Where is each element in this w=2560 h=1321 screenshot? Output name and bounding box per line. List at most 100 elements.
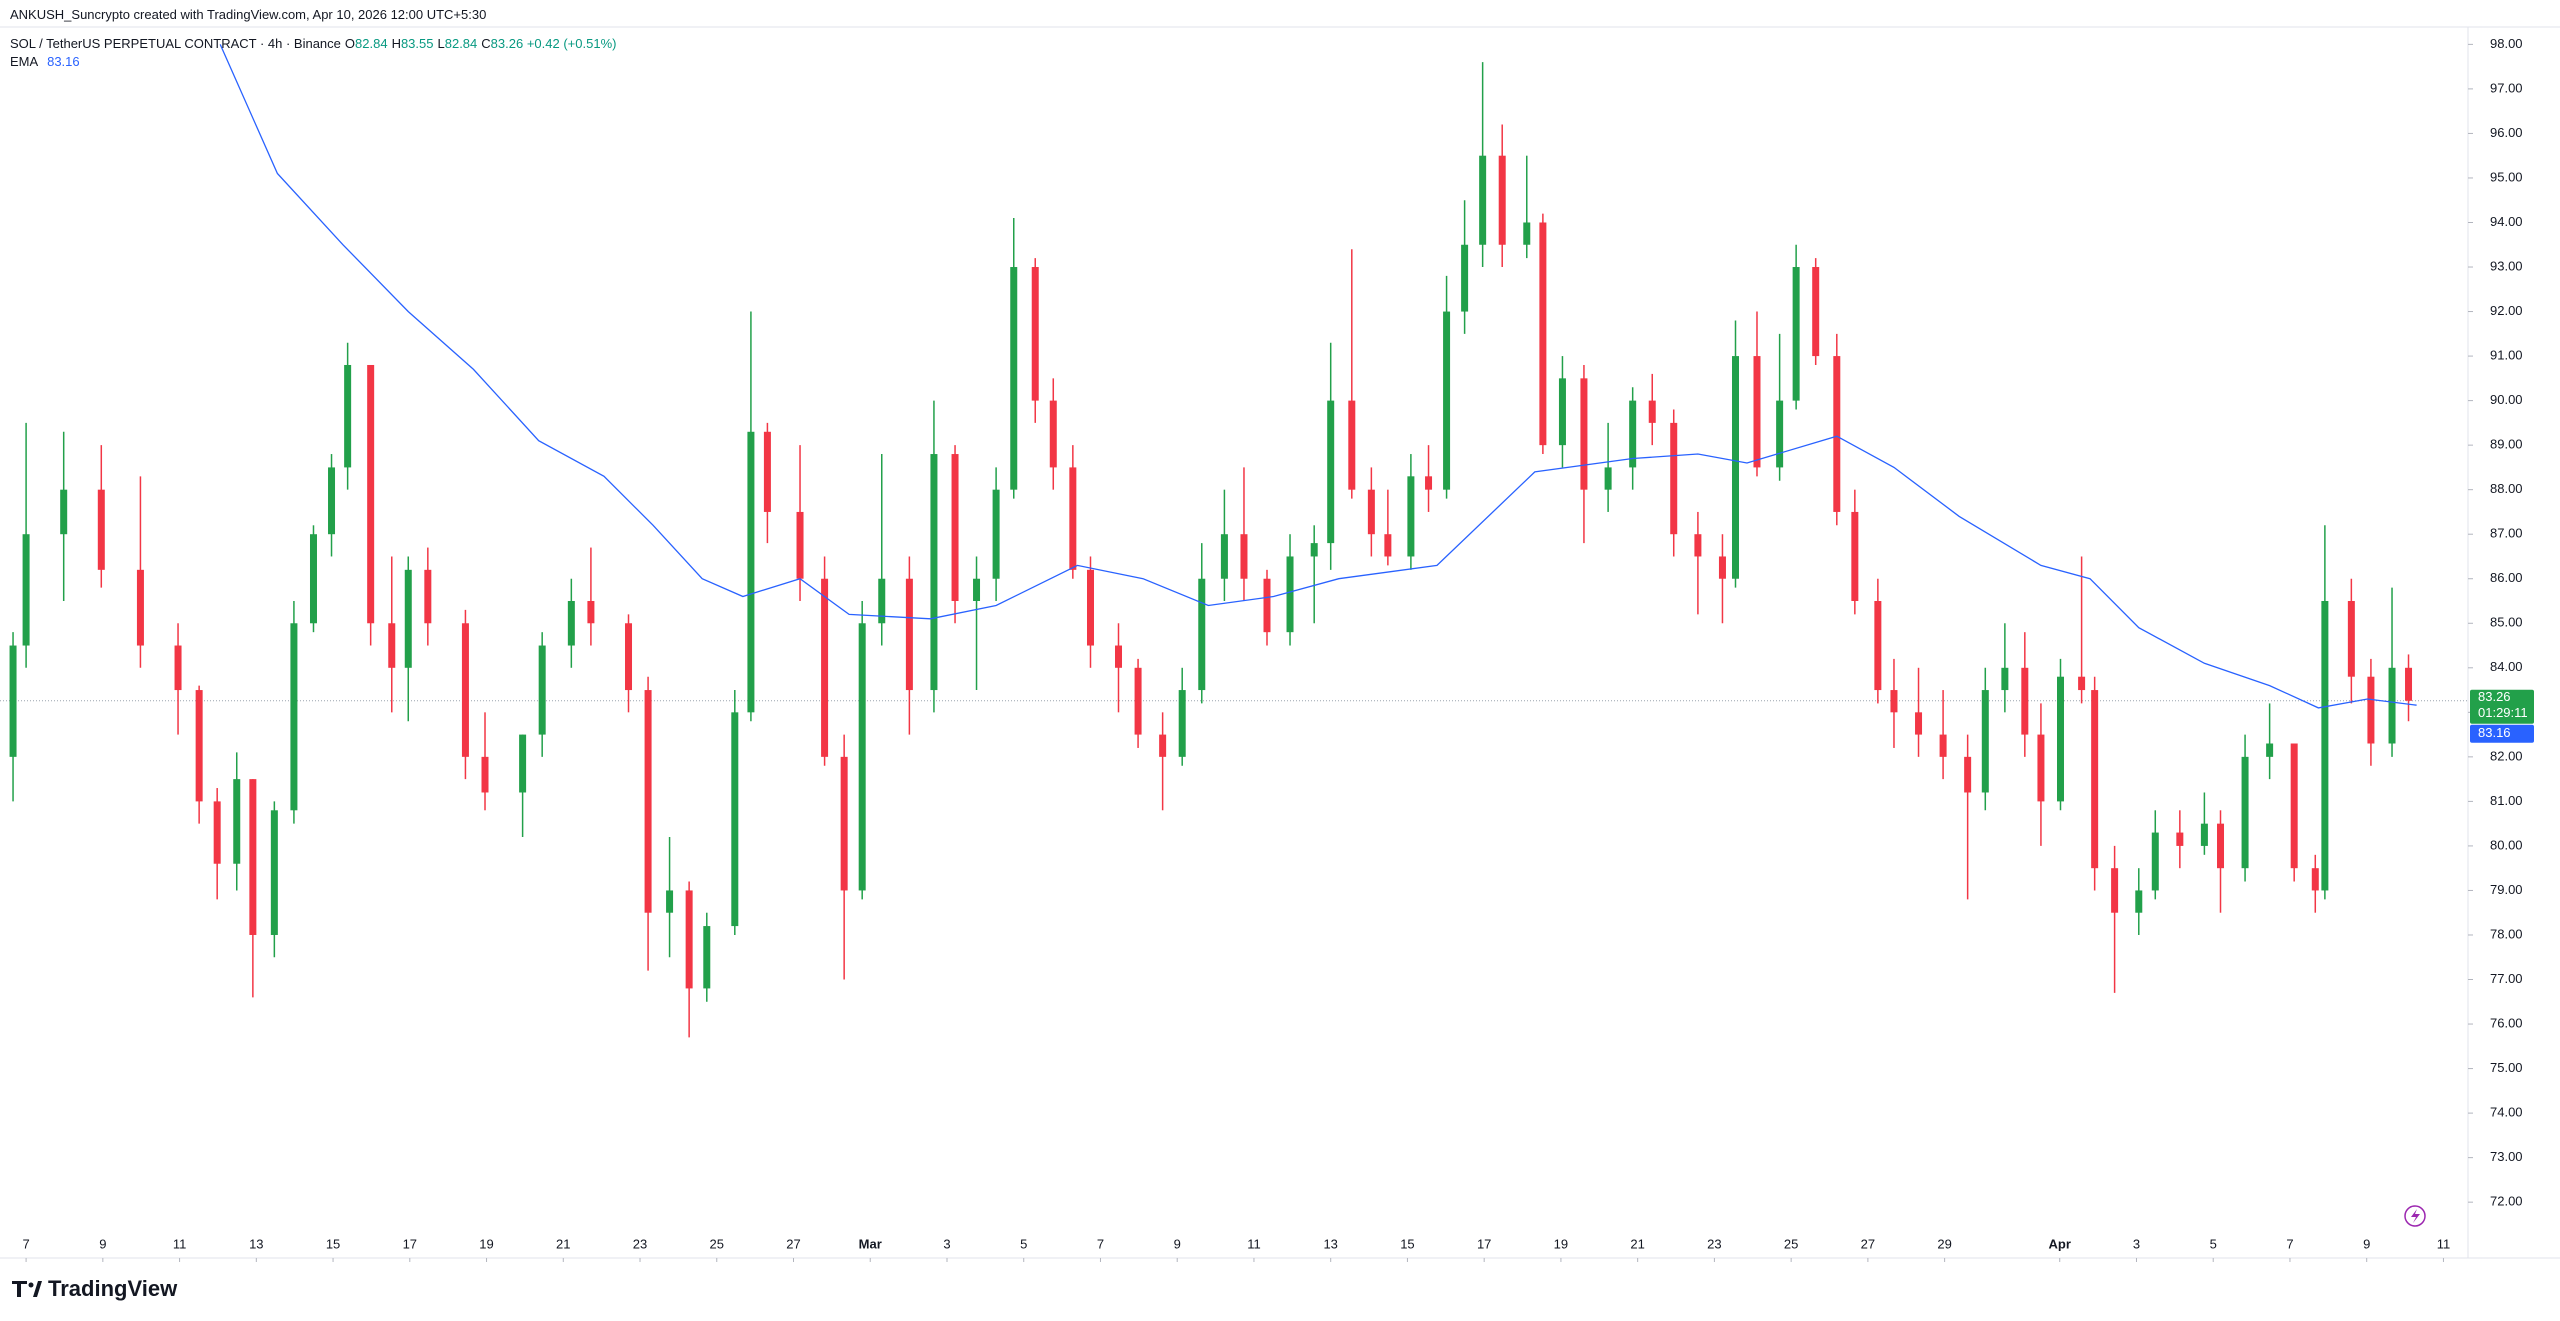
ema-price-label: 83.16 bbox=[2478, 725, 2511, 740]
logo-mark bbox=[33, 1281, 42, 1297]
candle-body bbox=[1812, 267, 1820, 357]
candle-body bbox=[249, 779, 257, 935]
candle-body bbox=[796, 511, 804, 579]
candle-body bbox=[1384, 534, 1392, 557]
candle-body bbox=[992, 489, 1000, 579]
candle-body bbox=[703, 926, 711, 989]
x-tick-label: 21 bbox=[556, 1236, 570, 1251]
candle-body bbox=[1240, 534, 1248, 579]
x-tick-label: 17 bbox=[403, 1236, 417, 1251]
candle-body bbox=[2200, 823, 2208, 846]
x-tick-label: 29 bbox=[1937, 1236, 1951, 1251]
y-tick-label: 79.00 bbox=[2490, 882, 2523, 897]
y-tick-label: 86.00 bbox=[2490, 570, 2523, 585]
candle-body bbox=[328, 467, 336, 535]
ohlc-value: 82.84 bbox=[355, 36, 388, 51]
candle-body bbox=[1604, 467, 1612, 490]
candle-body bbox=[2021, 667, 2029, 735]
x-tick-label: 17 bbox=[1477, 1236, 1491, 1251]
ohlc-label: O bbox=[344, 36, 356, 51]
ema-line bbox=[219, 44, 2417, 709]
candle-body bbox=[309, 534, 317, 624]
candle-body bbox=[1629, 400, 1637, 468]
candle-body bbox=[1558, 378, 1566, 446]
candle-body bbox=[404, 569, 412, 668]
candle-body bbox=[840, 756, 848, 891]
candle-body bbox=[763, 431, 771, 512]
x-tick-label: 7 bbox=[1097, 1236, 1104, 1251]
candle-body bbox=[1086, 569, 1094, 646]
x-tick-label: 19 bbox=[479, 1236, 493, 1251]
candle-body bbox=[290, 623, 298, 811]
candle-body bbox=[1069, 467, 1077, 570]
candle-body bbox=[60, 489, 68, 535]
candle-body bbox=[747, 431, 755, 713]
y-tick-label: 78.00 bbox=[2490, 926, 2523, 941]
y-tick-label: 81.00 bbox=[2490, 793, 2523, 808]
x-tick-label: 13 bbox=[1323, 1236, 1337, 1251]
y-tick-label: 95.00 bbox=[2490, 169, 2523, 184]
lightning-icon[interactable] bbox=[2404, 1205, 2426, 1227]
ohlc-value: 83.26 bbox=[490, 36, 524, 51]
candle-body bbox=[644, 690, 652, 913]
x-tick-label: 11 bbox=[173, 1236, 187, 1251]
candle-body bbox=[481, 756, 489, 793]
candle-body bbox=[1010, 267, 1018, 490]
ema-legend: EMA 83.16 bbox=[10, 54, 80, 69]
candle-body bbox=[2001, 667, 2009, 691]
candle-body bbox=[344, 364, 352, 468]
candle-body bbox=[1115, 645, 1123, 668]
candle-body bbox=[2176, 832, 2184, 846]
candle-body bbox=[1648, 400, 1656, 423]
y-tick-label: 98.00 bbox=[2490, 36, 2523, 51]
candle-body bbox=[1851, 511, 1859, 602]
x-tick-label: Mar bbox=[859, 1236, 882, 1251]
candle-body bbox=[858, 623, 866, 891]
candle-body bbox=[1981, 690, 1989, 793]
logo[interactable]: TradingView bbox=[12, 1276, 178, 1301]
candle-body bbox=[424, 569, 432, 624]
candle-body bbox=[136, 569, 144, 646]
x-tick-label: 27 bbox=[786, 1236, 800, 1251]
candle-body bbox=[2311, 868, 2319, 891]
candle-body bbox=[2405, 667, 2413, 701]
candle-body bbox=[1776, 400, 1784, 468]
candle-body bbox=[1670, 422, 1678, 535]
candle-body bbox=[2241, 756, 2249, 869]
candle-body bbox=[1753, 356, 1761, 468]
candle-body bbox=[1915, 712, 1923, 735]
candle-body bbox=[2266, 743, 2274, 757]
candle-body bbox=[1890, 690, 1898, 713]
x-tick-label: 7 bbox=[22, 1236, 29, 1251]
ohlc-label: H bbox=[391, 36, 401, 51]
candle-body bbox=[685, 890, 693, 989]
x-tick-label: 9 bbox=[1174, 1236, 1181, 1251]
x-tick-label: 25 bbox=[1784, 1236, 1798, 1251]
candle-body bbox=[2347, 601, 2355, 677]
candle-body bbox=[367, 364, 375, 624]
candle-body bbox=[973, 578, 981, 602]
candle-body bbox=[97, 489, 105, 570]
price-label: 83.26 bbox=[2478, 689, 2511, 704]
candle-body bbox=[2037, 734, 2045, 802]
candle-body bbox=[2135, 890, 2143, 913]
y-tick-label: 90.00 bbox=[2490, 392, 2523, 407]
candle-body bbox=[195, 690, 203, 802]
candle-body bbox=[2388, 667, 2396, 744]
y-tick-label: 89.00 bbox=[2490, 437, 2523, 452]
x-tick-label: 3 bbox=[2133, 1236, 2140, 1251]
candle-body bbox=[1874, 601, 1882, 691]
candle-body bbox=[1367, 489, 1375, 535]
x-tick-label: 27 bbox=[1861, 1236, 1875, 1251]
x-tick-label: 9 bbox=[2363, 1236, 2370, 1251]
ema-name: EMA bbox=[10, 54, 38, 69]
y-tick-label: 93.00 bbox=[2490, 258, 2523, 273]
candle-body bbox=[587, 601, 595, 624]
y-tick-label: 73.00 bbox=[2490, 1149, 2523, 1164]
credit: ANKUSH_Suncrypto created with TradingVie… bbox=[10, 7, 487, 22]
candle-body bbox=[270, 810, 278, 935]
candle-body bbox=[1539, 222, 1547, 446]
